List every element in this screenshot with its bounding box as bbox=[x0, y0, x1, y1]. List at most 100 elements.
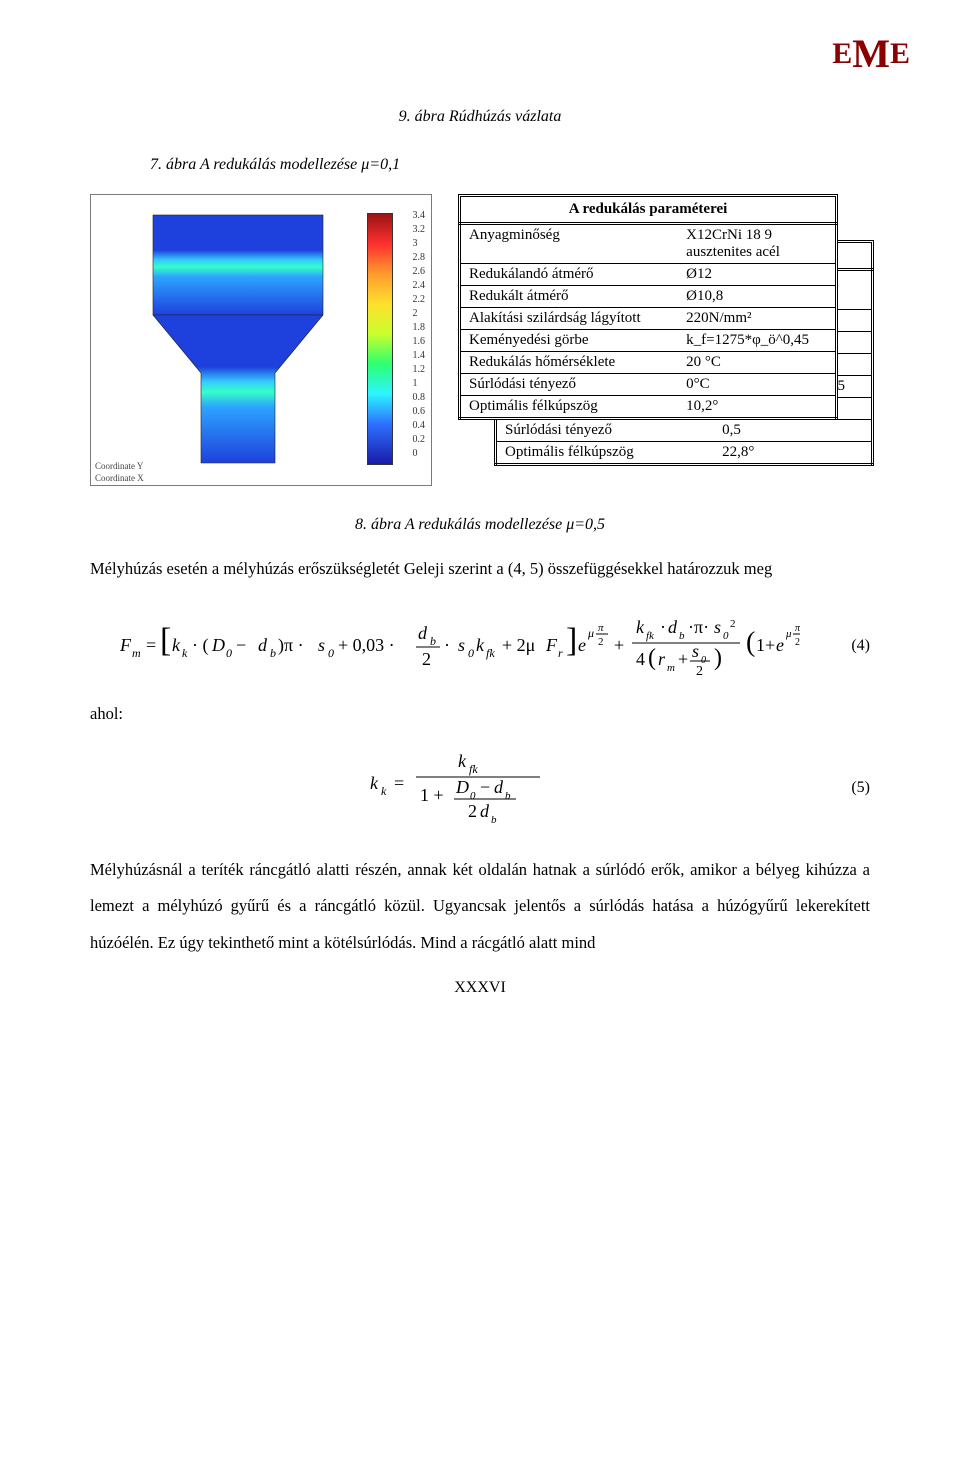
svg-text:k: k bbox=[381, 784, 387, 798]
param-value: 10,2° bbox=[678, 396, 836, 419]
svg-text:b: b bbox=[270, 646, 276, 660]
param-value: X12CrNi 18 9 ausztenites acél bbox=[678, 224, 836, 264]
colorbar-tick: 1 bbox=[413, 377, 426, 391]
page-footer: XXXVI bbox=[90, 979, 870, 997]
svg-text:−: − bbox=[480, 777, 490, 797]
logo: EME bbox=[832, 30, 910, 77]
param-value: 0°C bbox=[678, 374, 836, 396]
param-name: Optimális félkúpszög bbox=[460, 396, 679, 419]
svg-text:k: k bbox=[636, 617, 645, 637]
equation-4-number: (4) bbox=[830, 637, 870, 655]
svg-text:·: · bbox=[660, 617, 666, 637]
colorbar-tick: 0.2 bbox=[413, 433, 426, 447]
table-row: AnyagminőségX12CrNi 18 9 ausztenites acé… bbox=[460, 224, 837, 264]
colorbar-tick: 1.2 bbox=[413, 363, 426, 377]
svg-text:0: 0 bbox=[723, 630, 729, 642]
param-value: 20 °C bbox=[678, 352, 836, 374]
svg-text:0: 0 bbox=[468, 646, 474, 660]
param-value: 0,5 bbox=[714, 420, 872, 442]
logo-e2: E bbox=[890, 37, 910, 70]
svg-text:s: s bbox=[458, 635, 465, 655]
param-value: 220N/mm² bbox=[678, 308, 836, 330]
equation-5-number: (5) bbox=[830, 779, 870, 797]
table-row: Súrlódási tényező0,5 bbox=[496, 420, 873, 442]
param-value: Ø12 bbox=[678, 264, 836, 286]
svg-text:r: r bbox=[558, 646, 563, 660]
svg-text:k: k bbox=[370, 773, 379, 793]
svg-text:0: 0 bbox=[226, 646, 232, 660]
equation-4-row: Fm = [ kk · ( D0 − db )π · s0 + 0,03 · d… bbox=[90, 603, 870, 688]
colorbar-tick: 1.6 bbox=[413, 335, 426, 349]
svg-text:d: d bbox=[258, 635, 268, 655]
svg-text:π: π bbox=[598, 622, 604, 634]
colorbar-ticks: 3.43.232.82.62.42.221.81.61.41.210.80.60… bbox=[413, 209, 426, 461]
svg-text:s: s bbox=[318, 635, 325, 655]
colorbar-tick: 0.4 bbox=[413, 419, 426, 433]
svg-text:+: + bbox=[678, 649, 688, 669]
colorbar-tick: 0.8 bbox=[413, 391, 426, 405]
param-name: Alakítási szilárdság lágyított bbox=[460, 308, 679, 330]
axis-label-x: Coordinate X bbox=[95, 473, 144, 483]
svg-text:r: r bbox=[658, 649, 666, 669]
figure-row: 3.43.232.82.62.42.221.81.61.41.210.80.60… bbox=[90, 194, 870, 486]
svg-text:2: 2 bbox=[730, 618, 736, 630]
svg-text:b: b bbox=[491, 814, 497, 826]
caption-fig8: 8. ábra A redukálás modellezése μ=0,5 bbox=[90, 516, 870, 534]
svg-text:2: 2 bbox=[696, 664, 703, 679]
svg-text:): ) bbox=[714, 645, 722, 671]
equation-5-row: kk = kfk 1 + D0 − db 2 db (5) bbox=[90, 741, 870, 836]
table-row: Redukálás hőmérséklete20 °C bbox=[460, 352, 837, 374]
logo-m: M bbox=[852, 31, 890, 76]
paragraph-1: Mélyhúzás esetén a mélyhúzás erőszükségl… bbox=[90, 551, 870, 587]
svg-text:1+: 1+ bbox=[756, 635, 775, 655]
svg-text:k: k bbox=[172, 635, 181, 655]
svg-text:· (: · ( bbox=[192, 635, 209, 656]
table-row: Redukált átmérőØ10,8 bbox=[460, 286, 837, 308]
svg-text:+ 0,03 ·: + 0,03 · bbox=[338, 635, 395, 655]
colorbar-tick: 1.4 bbox=[413, 349, 426, 363]
svg-text:2: 2 bbox=[795, 637, 800, 648]
svg-text:+ 2μ: + 2μ bbox=[502, 635, 535, 655]
svg-text:=: = bbox=[146, 635, 156, 655]
svg-text:e: e bbox=[776, 635, 784, 655]
svg-text:m: m bbox=[667, 662, 675, 674]
table-row: Redukálandó átmérőØ12 bbox=[460, 264, 837, 286]
table-row: Keményedési görbek_f=1275*φ_ö^0,45 bbox=[460, 330, 837, 352]
colorbar-tick: 2.2 bbox=[413, 293, 426, 307]
svg-text:k: k bbox=[182, 646, 188, 660]
svg-text:4: 4 bbox=[636, 649, 645, 669]
table-row: Optimális félkúpszög22,8° bbox=[496, 442, 873, 465]
colorbar-tick: 0.6 bbox=[413, 405, 426, 419]
param-value: 22,8° bbox=[714, 442, 872, 465]
caption-fig7: 7. ábra A redukálás modellezése μ=0,1 bbox=[150, 156, 870, 174]
svg-text:d: d bbox=[494, 777, 504, 797]
svg-text:[: [ bbox=[160, 622, 171, 659]
colorbar-tick: 2.6 bbox=[413, 265, 426, 279]
svg-text:1 +: 1 + bbox=[420, 785, 444, 805]
param-name: Redukálandó átmérő bbox=[460, 264, 679, 286]
svg-text:F: F bbox=[120, 635, 132, 655]
param-value: Ø10,8 bbox=[678, 286, 836, 308]
colorbar-tick: 3 bbox=[413, 237, 426, 251]
logo-e1: E bbox=[832, 37, 852, 70]
ahol-label: ahol: bbox=[90, 696, 870, 732]
colorbar-tick: 0 bbox=[413, 447, 426, 461]
param-table-front: A redukálás paraméterei AnyagminőségX12C… bbox=[458, 194, 838, 420]
svg-text:D: D bbox=[211, 635, 225, 655]
svg-text:0: 0 bbox=[328, 646, 334, 660]
svg-text:·: · bbox=[444, 635, 450, 655]
param-name: Redukált átmérő bbox=[460, 286, 679, 308]
svg-text:μ: μ bbox=[785, 628, 792, 640]
colorbar-tick: 3.4 bbox=[413, 209, 426, 223]
svg-text:(: ( bbox=[648, 645, 656, 671]
param-value: k_f=1275*φ_ö^0,45 bbox=[678, 330, 836, 352]
svg-text:=: = bbox=[394, 773, 404, 793]
param-name: Anyagminőség bbox=[460, 224, 679, 264]
svg-text:fk: fk bbox=[486, 646, 495, 660]
svg-text:b: b bbox=[679, 630, 685, 642]
svg-text:+: + bbox=[614, 635, 624, 655]
param-name: Keményedési görbe bbox=[460, 330, 679, 352]
svg-text:e: e bbox=[578, 635, 586, 655]
svg-text:d: d bbox=[668, 617, 678, 637]
table-row: Súrlódási tényező0°C bbox=[460, 374, 837, 396]
